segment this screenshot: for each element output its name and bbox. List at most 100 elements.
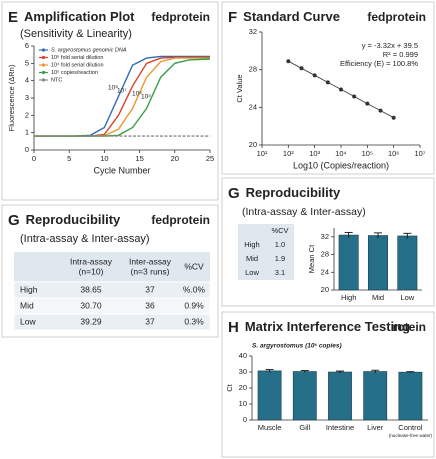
y-axis-label: Fluorescence (ΔRn): [7, 64, 16, 131]
y-tick-label: 6: [25, 41, 29, 50]
panel-heading: G Reproducibility: [8, 212, 121, 229]
panel-heading: H Matrix Interference Testing: [228, 319, 410, 336]
x-tick-label: Low: [400, 293, 414, 302]
y-tick-label: 20: [249, 140, 257, 149]
table-cell: Low: [20, 316, 36, 326]
x-tick-label: 15: [135, 154, 143, 163]
y-axis-label: Ct: [225, 383, 234, 391]
y-tick-label: 30: [239, 367, 247, 376]
table-row: [13, 297, 211, 315]
table-cell: 37: [145, 284, 155, 294]
data-point: [325, 80, 330, 85]
y-tick-label: 2: [25, 110, 29, 119]
legend-marker: [41, 70, 46, 75]
table-cell: 30.70: [80, 300, 102, 310]
panel-label: F: [228, 9, 237, 26]
panel-subtitle: (Intra-assay & Inter-assay): [20, 233, 150, 245]
cv-table-header: %CV: [271, 226, 288, 235]
y-tick-label: 28: [249, 65, 257, 74]
y-tick-label: 20: [239, 383, 247, 392]
cv-table-cell: Mid: [246, 254, 258, 263]
panel-label: E: [8, 9, 18, 26]
x-tick-label: 5: [67, 154, 71, 163]
y-tick-label: 1: [25, 128, 29, 137]
y-tick-label: 32: [249, 27, 257, 36]
y-axis-label: Mean Ct: [307, 244, 316, 273]
bar: [363, 371, 388, 421]
y-tick-label: 28: [321, 250, 329, 259]
panel-title: Reproducibility: [26, 212, 121, 227]
legend-label: 10⁶ fold serial dilution: [51, 54, 103, 61]
x-tick-label: 10⁷: [414, 149, 425, 158]
panel-label: G: [8, 212, 20, 229]
panel: [1, 1, 219, 201]
table-header: %CV: [184, 261, 204, 271]
legend-marker: [41, 48, 46, 52]
panel-heading: G Reproducibility: [228, 185, 341, 202]
table-cell: Mid: [20, 300, 34, 310]
curve-label: 10⁸: [108, 85, 118, 92]
panel-label: H: [228, 319, 239, 336]
legend-marker: [41, 55, 46, 60]
category-note: (nuclease-free water): [389, 433, 433, 438]
x-axis-label: Cycle Number: [93, 165, 150, 175]
bar: [368, 235, 388, 291]
data-point: [312, 73, 317, 78]
x-tick-label: Control: [398, 423, 423, 432]
x-tick-label: 10¹: [257, 149, 268, 158]
table-cell: %.0%: [183, 284, 206, 294]
brand: fedprotein: [367, 10, 426, 24]
cv-table-cell: Low: [245, 268, 259, 277]
data-point: [339, 87, 343, 92]
equation: R² = 0.999: [383, 50, 418, 59]
table-header: Intra-assay: [70, 256, 113, 266]
x-tick-label: Liver: [367, 423, 384, 432]
y-tick-label: 32: [321, 232, 329, 241]
x-axis-label: Log10 (Copies/reaction): [293, 160, 389, 170]
y-axis-label: Ct Value: [235, 74, 244, 102]
legend-label: 10⁴ fold serial dilution: [51, 61, 104, 68]
brand: fedprotein: [151, 10, 210, 24]
y-tick-label: 0: [25, 145, 29, 154]
panel-title: Amplification Plot: [24, 9, 135, 24]
panel-label: G: [228, 185, 240, 202]
legend-marker: [41, 78, 46, 82]
x-tick-label: 10³: [309, 149, 320, 158]
y-tick-label: 20: [321, 285, 329, 294]
cv-table-cell: 3.1: [275, 268, 285, 277]
legend-marker: [41, 63, 46, 67]
table-header: (n=3 runs): [131, 266, 170, 276]
cv-table-cell: 1.9: [275, 254, 285, 263]
panel-heading: F Standard Curve: [228, 9, 340, 26]
brand: rotein: [393, 320, 426, 334]
table-header: (n=10): [79, 266, 104, 276]
x-tick-label: Intestine: [326, 423, 354, 432]
data-point: [286, 59, 291, 64]
legend-label: 10⁵ copies/reaction: [51, 69, 98, 76]
bar: [328, 371, 352, 421]
data-point: [352, 94, 357, 99]
table-cell: 37: [145, 316, 155, 326]
x-tick-label: Muscle: [258, 423, 282, 432]
bar: [257, 370, 282, 421]
x-tick-label: 10: [100, 154, 108, 163]
bar: [398, 371, 423, 421]
table-cell: 38.65: [80, 284, 102, 294]
table-cell: 0.3%: [184, 316, 204, 326]
x-tick-label: 10⁴: [335, 149, 347, 158]
bar: [292, 371, 317, 421]
y-tick-label: 0: [243, 415, 247, 424]
cv-table-cell: 1.0: [275, 240, 285, 249]
legend-label: NTC: [51, 77, 62, 83]
panel-title: Standard Curve: [243, 9, 340, 24]
brand: fedprotein: [151, 213, 210, 227]
cv-table-cell: High: [244, 240, 259, 249]
y-tick-label: 3: [25, 93, 29, 102]
y-tick-label: 40: [239, 351, 247, 360]
panel-heading: E Amplification Plot: [8, 9, 135, 26]
panel-subtitle: S. argyrostomus (10⁶ copies): [252, 343, 342, 350]
x-tick-label: Gill: [299, 423, 310, 432]
table-cell: High: [20, 284, 38, 294]
y-tick-label: 4: [25, 76, 29, 85]
